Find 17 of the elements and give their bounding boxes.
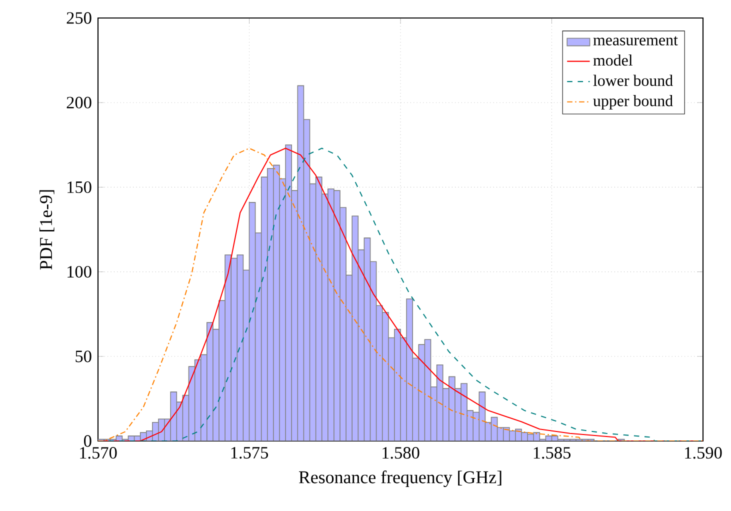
y-axis-title: PDF [1e-9] [39,190,54,270]
legend-label: lower bound [593,74,673,86]
y-tick-label: 50 [76,350,92,362]
y-tick-label: 200 [66,96,92,108]
legend-label: model [593,54,632,66]
y-tick-label: 0 [84,435,92,447]
x-axis-title: Resonance frequency [GHz] [298,470,502,488]
y-tick-label: 250 [66,12,92,24]
x-tick-label: 1.580 [382,447,420,459]
legend-label: measurement [593,36,678,46]
x-tick-label: 1.575 [231,447,268,459]
y-tick-label: 150 [68,181,92,194]
x-tick-label: 1.570 [80,447,117,459]
x-tick-label: 1.585 [534,447,571,459]
x-tick-label: 1.590 [685,447,722,459]
y-tick-label: 100 [68,266,92,278]
legend-label: upper bound [593,95,673,110]
